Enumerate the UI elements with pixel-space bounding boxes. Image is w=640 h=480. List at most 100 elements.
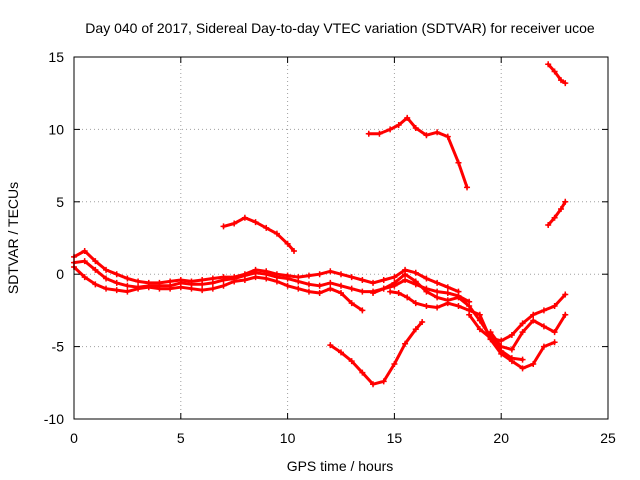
data-point-marker [434,129,441,136]
plot-area-frame [73,56,609,420]
data-point-marker [124,288,131,295]
data-point-marker [562,311,569,318]
data-point-marker [220,276,227,283]
data-point-marker [370,279,377,286]
y-tick-label: -5 [52,339,65,355]
data-point-marker [530,317,537,324]
data-point-marker [508,346,515,353]
data-point-marker [359,276,366,283]
y-tick-label: -10 [44,411,64,427]
data-point-marker [551,303,558,310]
series-arc-5 [387,288,558,372]
data-point-marker [177,284,184,291]
data-point-marker [338,349,344,356]
data-point-marker [434,288,441,295]
series-arc-8 [220,214,298,255]
data-point-marker [402,276,409,283]
data-point-marker [81,248,88,255]
data-point-marker [167,285,174,292]
data-point-marker [498,350,505,357]
series-arc-10 [365,114,471,191]
series-arc-6 [466,291,569,344]
data-point-marker [387,288,394,295]
data-point-marker [545,221,552,228]
data-point-marker [81,274,88,281]
data-point-marker [305,288,312,295]
axis-ticks [73,56,609,420]
data-point-marker [404,294,411,301]
data-point-marker [81,258,88,265]
data-point-marker [412,269,419,276]
data-point-marker [487,334,494,341]
data-point-marker [92,266,99,273]
data-point-marker [551,339,558,346]
data-point-marker [188,285,195,292]
data-point-marker [455,294,462,301]
data-point-marker [395,122,402,129]
data-point-marker [444,133,451,140]
data-point-marker [209,285,216,292]
data-point-marker [327,279,334,286]
data-point-marker [316,282,323,289]
data-point-marker [476,311,483,318]
series-arc-3 [71,263,366,314]
y-tick-label: 5 [56,194,64,210]
series-arc-7 [487,311,569,353]
data-point-marker [327,285,334,292]
data-point-marker [519,320,526,327]
x-tick-label: 10 [280,430,296,446]
data-point-marker [348,300,355,307]
data-point-marker [348,285,355,292]
data-point-marker [519,356,526,363]
data-point-marker [348,358,355,365]
data-point-marker [434,279,441,286]
data-point-marker [284,275,291,282]
data-point-marker [263,224,270,231]
data-point-marker [545,61,552,68]
y-tick-label: 0 [56,266,64,282]
data-point-marker [423,303,430,310]
data-point-marker [124,275,131,282]
data-point-marker [540,307,547,314]
data-point-marker [519,329,526,336]
series-line [222,216,296,253]
data-point-marker [295,285,302,292]
series-arc-11 [545,61,569,87]
data-point-marker [444,300,451,307]
data-point-marker [209,279,216,286]
data-point-marker [316,290,323,297]
data-point-marker [327,342,334,349]
data-point-marker [498,343,505,350]
data-point-marker [305,272,312,279]
data-point-marker [434,294,441,301]
data-point-marker [338,271,344,278]
data-point-marker [380,378,387,385]
data-point-marker [402,340,409,347]
data-point-marker [391,360,398,367]
data-point-marker [145,284,152,291]
y-tick-label: 10 [48,121,64,137]
x-tick-label: 25 [600,430,616,446]
data-point-marker [241,276,248,283]
data-point-marker [113,287,120,294]
data-point-marker [252,219,259,226]
data-point-marker [103,275,110,282]
data-point-marker [305,281,312,288]
data-point-marker [124,282,131,289]
data-point-marker [404,114,411,121]
data-point-marker [395,290,402,297]
chart-title: Day 040 of 2017, Sidereal Day-to-day VTE… [85,20,595,36]
data-point-marker [284,240,291,247]
y-axis-label: SDTVAR / TECUs [5,182,21,294]
data-point-marker [380,276,387,283]
data-point-marker [252,274,259,281]
data-point-marker [92,281,99,288]
data-point-marker [273,278,280,285]
data-point-marker [558,206,565,213]
data-point-marker [316,271,323,278]
data-point-marker [263,275,270,282]
data-point-marker [508,332,515,339]
series-arc-12 [545,198,569,228]
data-point-marker [291,248,298,255]
x-tick-label: 5 [177,430,185,446]
